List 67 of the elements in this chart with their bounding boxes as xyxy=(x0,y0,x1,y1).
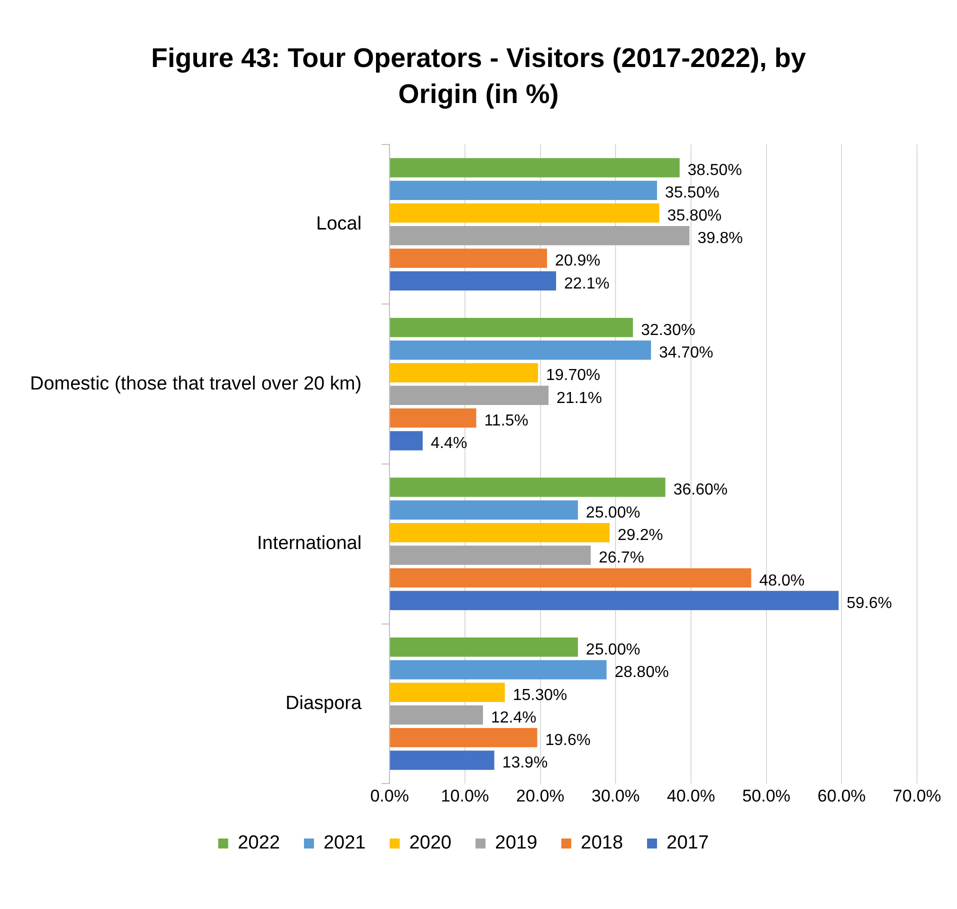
bar xyxy=(390,226,690,246)
data-label: 39.8% xyxy=(697,230,743,247)
bar xyxy=(390,203,660,222)
x-tick-label: 0.0% xyxy=(370,786,409,806)
legend-label: 2017 xyxy=(666,832,709,854)
x-tick-label: 10.0% xyxy=(440,786,490,806)
data-label: 48.0% xyxy=(759,572,805,590)
data-label: 29.2% xyxy=(618,526,663,544)
data-label: 35.80% xyxy=(667,207,722,224)
legend-label: 2018 xyxy=(580,832,624,854)
bar xyxy=(390,158,680,178)
legend-label: 2020 xyxy=(409,832,452,854)
bar xyxy=(390,637,578,657)
data-label: 38.50% xyxy=(688,162,742,179)
data-label: 25.00% xyxy=(586,641,640,658)
bar xyxy=(390,568,752,588)
bar xyxy=(390,682,505,702)
x-tick-label: 30.0% xyxy=(592,786,640,806)
bar xyxy=(390,271,556,290)
bar xyxy=(390,340,652,360)
bar xyxy=(390,478,666,497)
data-label: 22.1% xyxy=(564,275,610,292)
bar xyxy=(390,318,633,337)
data-label: 21.1% xyxy=(556,390,602,407)
y-tick-label: Local xyxy=(316,213,362,234)
x-tick-label: 40.0% xyxy=(666,786,716,806)
bar xyxy=(390,750,494,770)
bar xyxy=(390,590,839,610)
data-label: 36.60% xyxy=(673,482,728,499)
data-label: 20.9% xyxy=(555,252,600,270)
legend-label: 2022 xyxy=(238,832,280,854)
x-tick-label: 20.0% xyxy=(516,786,564,806)
bar xyxy=(390,363,538,382)
data-label: 28.80% xyxy=(614,664,669,682)
data-label: 15.30% xyxy=(512,686,568,704)
data-label: 12.4% xyxy=(490,709,536,726)
bar xyxy=(390,180,658,200)
y-tick-label: Domestic (those that travel over 20 km) xyxy=(30,373,362,394)
data-label: 19.6% xyxy=(545,732,591,749)
bar xyxy=(390,660,607,680)
x-tick-label: 60.0% xyxy=(818,786,866,806)
chart-title: Figure 43: Tour Operators - Visitors (2017-2022), by Origin (in %) xyxy=(150,42,807,112)
bar xyxy=(390,728,538,748)
x-tick-label: 50.0% xyxy=(742,786,790,806)
data-label: 59.6% xyxy=(846,594,892,612)
data-label: 4.4% xyxy=(430,434,468,452)
y-tick-label: Diaspora xyxy=(286,692,362,714)
bar xyxy=(390,522,610,542)
bar xyxy=(390,386,549,405)
data-label: 34.70% xyxy=(659,344,714,362)
y-tick-label: International xyxy=(256,533,362,554)
bar xyxy=(390,500,578,520)
data-label: 25.00% xyxy=(586,504,640,522)
legend-label: 2019 xyxy=(495,832,538,854)
legend-label: 2021 xyxy=(323,832,366,854)
data-label: 26.7% xyxy=(598,550,644,566)
bar xyxy=(390,408,476,428)
data-label: 32.30% xyxy=(640,322,696,339)
data-label: 35.50% xyxy=(665,184,720,202)
bar xyxy=(390,545,591,565)
data-label: 11.5% xyxy=(484,412,528,430)
bar xyxy=(390,430,423,450)
data-label: 19.70% xyxy=(546,367,600,384)
data-label: 13.9% xyxy=(502,754,548,772)
bar xyxy=(390,248,548,268)
bar xyxy=(390,705,483,725)
x-tick-label: 70.0% xyxy=(892,786,942,806)
